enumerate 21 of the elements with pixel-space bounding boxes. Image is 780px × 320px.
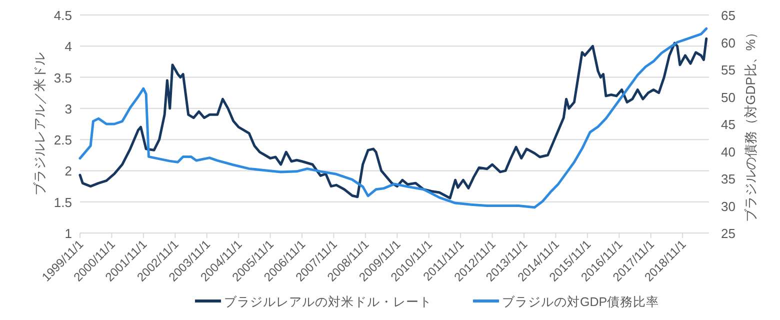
y-tick-label: 3 — [64, 101, 72, 116]
y2-tick-label: 50 — [721, 90, 736, 105]
y-tick-label: 1 — [64, 226, 72, 241]
y2-axis-title: ブラジルの債務（対GDP比、%） — [743, 26, 758, 222]
y2-tick-label: 40 — [721, 144, 736, 160]
y2-tick-label: 60 — [721, 35, 736, 50]
y2-tick-label: 25 — [721, 226, 736, 241]
y2-tick-label: 55 — [721, 62, 736, 78]
y2-tick-label: 45 — [721, 117, 736, 132]
y-tick-label: 2 — [64, 164, 72, 179]
legend-label: ブラジルレアルの対米ドル・レート — [224, 294, 432, 309]
y-tick-label: 2.5 — [54, 132, 72, 148]
y2-tick-label: 65 — [721, 8, 736, 23]
y-tick-label: 4.5 — [54, 8, 72, 23]
y2-tick-label: 35 — [721, 172, 736, 186]
y-tick-label: 1.5 — [54, 194, 72, 210]
y-tick-label: 3.5 — [54, 70, 72, 86]
legend-label: ブラジルの対GDP債務比率 — [502, 294, 660, 309]
y-tick-label: 4 — [64, 39, 72, 54]
y-axis-title: ブラジルレアル／米ドル — [32, 52, 47, 196]
y2-tick-label: 30 — [721, 198, 736, 214]
